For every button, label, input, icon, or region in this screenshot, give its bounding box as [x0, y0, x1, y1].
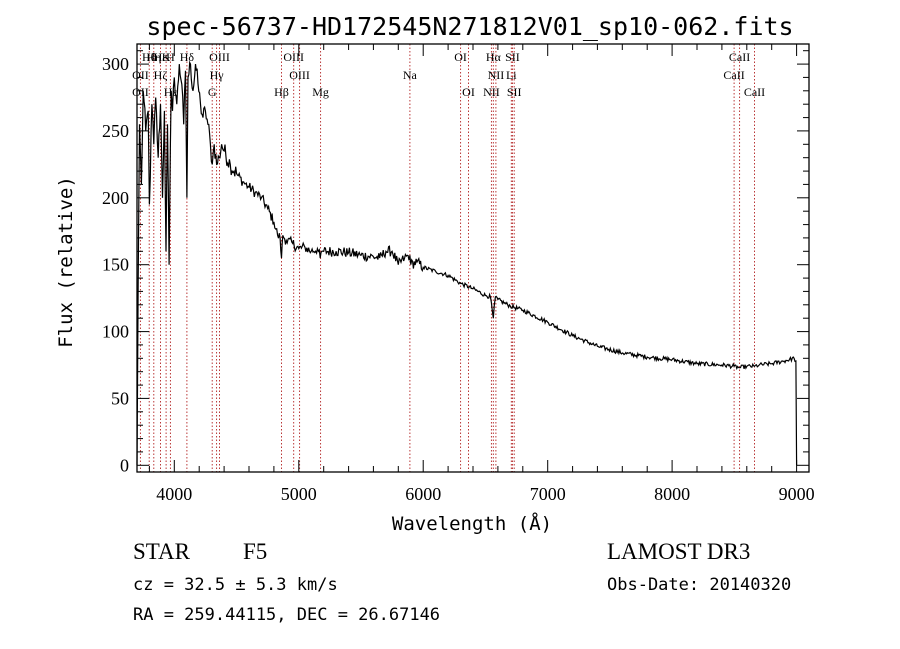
- y-tick-label: 150: [102, 255, 129, 275]
- x-tick-label: 8000: [654, 484, 690, 504]
- line-label-16: Na: [403, 68, 418, 82]
- line-label-20: OII: [132, 85, 149, 99]
- observation-date: Obs-Date: 20140320: [607, 575, 791, 595]
- line-label-9: Hα: [486, 50, 502, 64]
- line-label-15: OIII: [289, 68, 310, 82]
- redshift-value: cz = 32.5 ± 5.3 km/s: [133, 575, 338, 595]
- flux-series-line: [136, 60, 798, 466]
- line-label-10: SII: [505, 50, 520, 64]
- y-tick-label: 50: [111, 388, 129, 408]
- line-label-26: NII: [483, 85, 500, 99]
- y-axis-label: Flux (relative): [55, 176, 77, 348]
- line-label-6: OIII: [209, 50, 230, 64]
- coordinates: RA = 259.44115, DEC = 26.67146: [133, 605, 440, 625]
- line-label-5: Hδ: [180, 50, 195, 64]
- line-label-27: SII: [507, 85, 522, 99]
- line-label-4: H: [166, 50, 175, 64]
- x-tick-label: 6000: [405, 484, 441, 504]
- line-label-2: Hε: [154, 50, 168, 64]
- y-tick-label: 0: [120, 455, 129, 475]
- line-label-14: Hγ: [210, 68, 225, 82]
- line-label-19: CaII: [723, 68, 744, 82]
- line-label-25: OI: [462, 85, 475, 99]
- line-label-22: G: [208, 85, 217, 99]
- y-tick-label: 200: [102, 188, 129, 208]
- line-label-23: Hβ: [274, 85, 289, 99]
- y-tick-label: 250: [102, 121, 129, 141]
- chart-title: spec-56737-HD172545N271812V01_sp10-062.f…: [146, 12, 793, 41]
- object-class: STAR: [133, 539, 191, 564]
- y-tick-label: 100: [102, 322, 129, 342]
- x-axis-label: Wavelength (Å): [392, 512, 552, 535]
- line-label-24: Mg: [312, 85, 329, 99]
- line-label-17: NII: [488, 68, 505, 82]
- line-label-18: Li: [506, 68, 517, 82]
- line-label-0: Hθ: [142, 50, 157, 64]
- x-tick-label: 9000: [779, 484, 815, 504]
- x-tick-label: 7000: [530, 484, 566, 504]
- line-label-11: CaII: [729, 50, 750, 64]
- x-axis: 4000 5000 6000 7000 8000 9000: [148, 44, 815, 504]
- y-axis: 0 50 100 150 200 250 300: [102, 50, 809, 475]
- line-label-7: OIII: [283, 50, 304, 64]
- survey-name: LAMOST DR3: [607, 539, 750, 564]
- plot-frame: [136, 43, 810, 473]
- line-label-12: OII: [132, 68, 149, 82]
- line-label-8: OI: [454, 50, 467, 64]
- line-label-13: Hζ: [154, 68, 168, 82]
- x-tick-label: 4000: [156, 484, 192, 504]
- emission-line-markers: [139, 44, 755, 472]
- line-label-3: K: [162, 50, 171, 64]
- x-tick-label: 5000: [281, 484, 317, 504]
- line-label-1: Hη: [146, 50, 161, 64]
- y-tick-label: 300: [102, 54, 129, 74]
- line-label-28: CaII: [744, 85, 765, 99]
- spectral-subclass: F5: [243, 539, 267, 564]
